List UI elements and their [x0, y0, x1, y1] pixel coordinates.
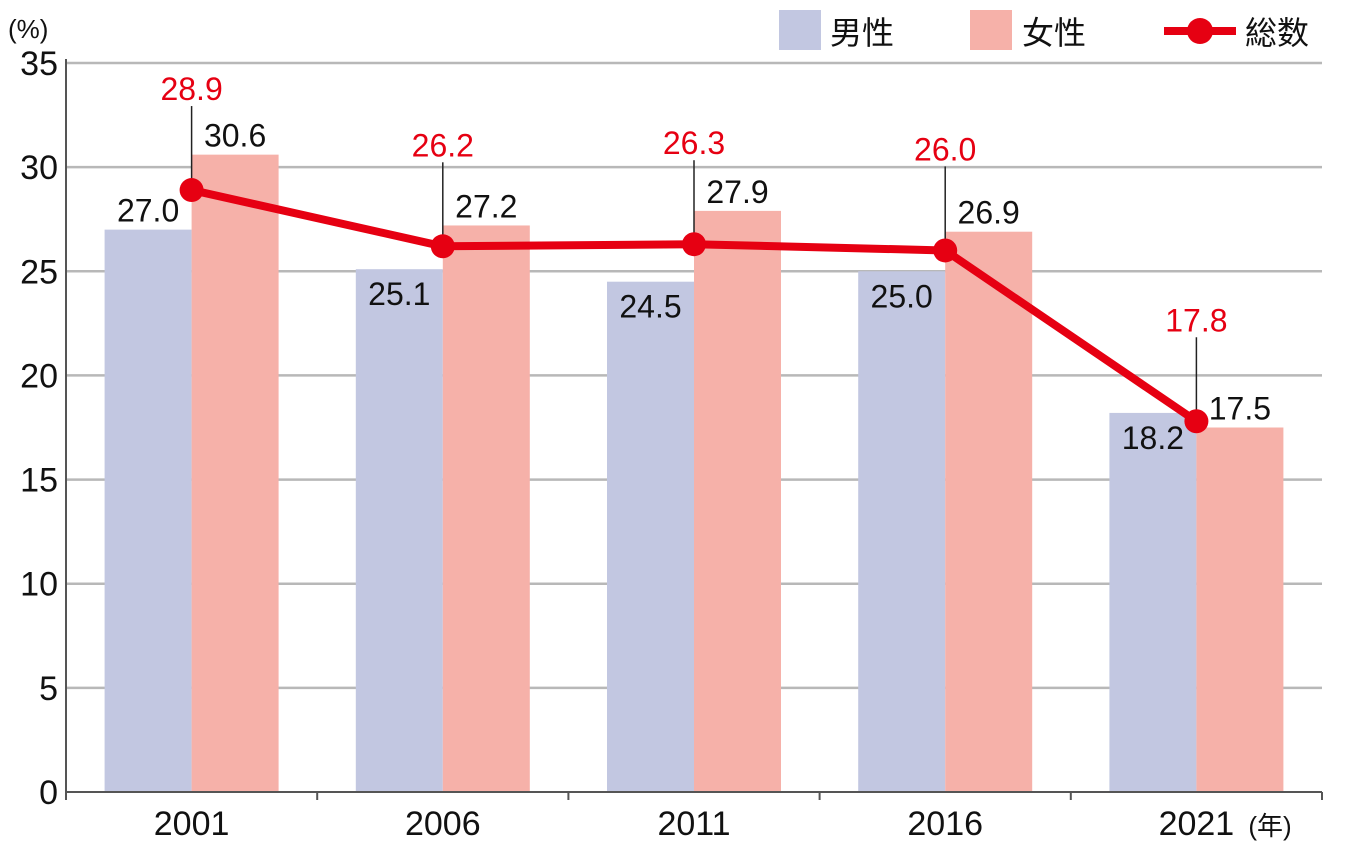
x-tick-label: 2006 — [405, 805, 481, 843]
male-value-label: 25.1 — [368, 276, 430, 312]
y-tick-label: 20 — [20, 357, 58, 395]
y-tick-label: 35 — [20, 45, 58, 83]
bar-female — [191, 154, 279, 792]
legend-swatch-male — [779, 10, 821, 50]
bar-male — [104, 229, 192, 793]
y-tick-label: 25 — [20, 253, 58, 291]
data-labels: 27.0 25.1 24.5 25.0 18.2 30.6 27.2 27.9 26.9 17.5… — [117, 71, 1271, 456]
total-value-label: 26.0 — [914, 131, 976, 167]
y-tick-label: 5 — [39, 670, 58, 708]
y-tick-label: 30 — [20, 149, 58, 187]
legend-label-male: 男性 — [830, 14, 894, 52]
total-value-label: 26.2 — [412, 127, 474, 163]
y-tick-label: 15 — [20, 462, 58, 500]
total-line-series — [179, 106, 1209, 434]
total-value-label: 28.9 — [160, 71, 222, 107]
male-value-label: 27.0 — [117, 193, 179, 229]
female-value-label: 26.9 — [958, 195, 1020, 231]
total-marker — [179, 178, 204, 203]
bar-female — [442, 225, 530, 792]
legend-label-total: 総数 — [1245, 14, 1309, 52]
bars — [104, 154, 1284, 793]
total-marker — [430, 234, 455, 259]
female-value-label: 17.5 — [1209, 391, 1271, 427]
axes: 0 5 10 15 20 25 30 35 2001 2006 2011 2016 2021 (年) — [20, 45, 1323, 843]
bar-female — [945, 231, 1033, 792]
legend-label-female: 女性 — [1022, 14, 1086, 52]
male-value-label: 18.2 — [1122, 420, 1184, 456]
legend-marker-total — [1187, 18, 1213, 44]
total-value-label: 17.8 — [1165, 302, 1227, 338]
y-tick-label: 10 — [20, 566, 58, 604]
x-tick-label: 2016 — [907, 805, 983, 843]
bar-male — [858, 271, 946, 792]
legend: 男性 女性 総数 — [779, 10, 1309, 52]
total-value-label: 26.3 — [663, 125, 725, 161]
female-value-label: 27.9 — [706, 174, 768, 210]
male-value-label: 24.5 — [619, 289, 681, 325]
bar-female — [1196, 427, 1284, 792]
bar-male — [355, 269, 443, 792]
x-axis-unit: (年) — [1248, 811, 1291, 841]
female-value-label: 27.2 — [455, 188, 517, 224]
male-value-label: 25.0 — [871, 278, 933, 314]
total-marker — [682, 232, 706, 257]
bar-male — [607, 281, 694, 792]
y-axis-unit: (%) — [8, 14, 48, 44]
x-tick-label: 2011 — [657, 805, 730, 843]
female-value-label: 30.6 — [204, 118, 266, 154]
total-marker — [933, 238, 958, 263]
bar-male — [1109, 412, 1197, 792]
x-tick-label: 2001 — [154, 805, 230, 843]
legend-swatch-female — [970, 10, 1012, 50]
y-tick-label: 0 — [39, 774, 58, 812]
bar-female — [694, 210, 781, 792]
total-marker — [1184, 409, 1209, 434]
x-tick-label: 2021 — [1159, 805, 1235, 843]
